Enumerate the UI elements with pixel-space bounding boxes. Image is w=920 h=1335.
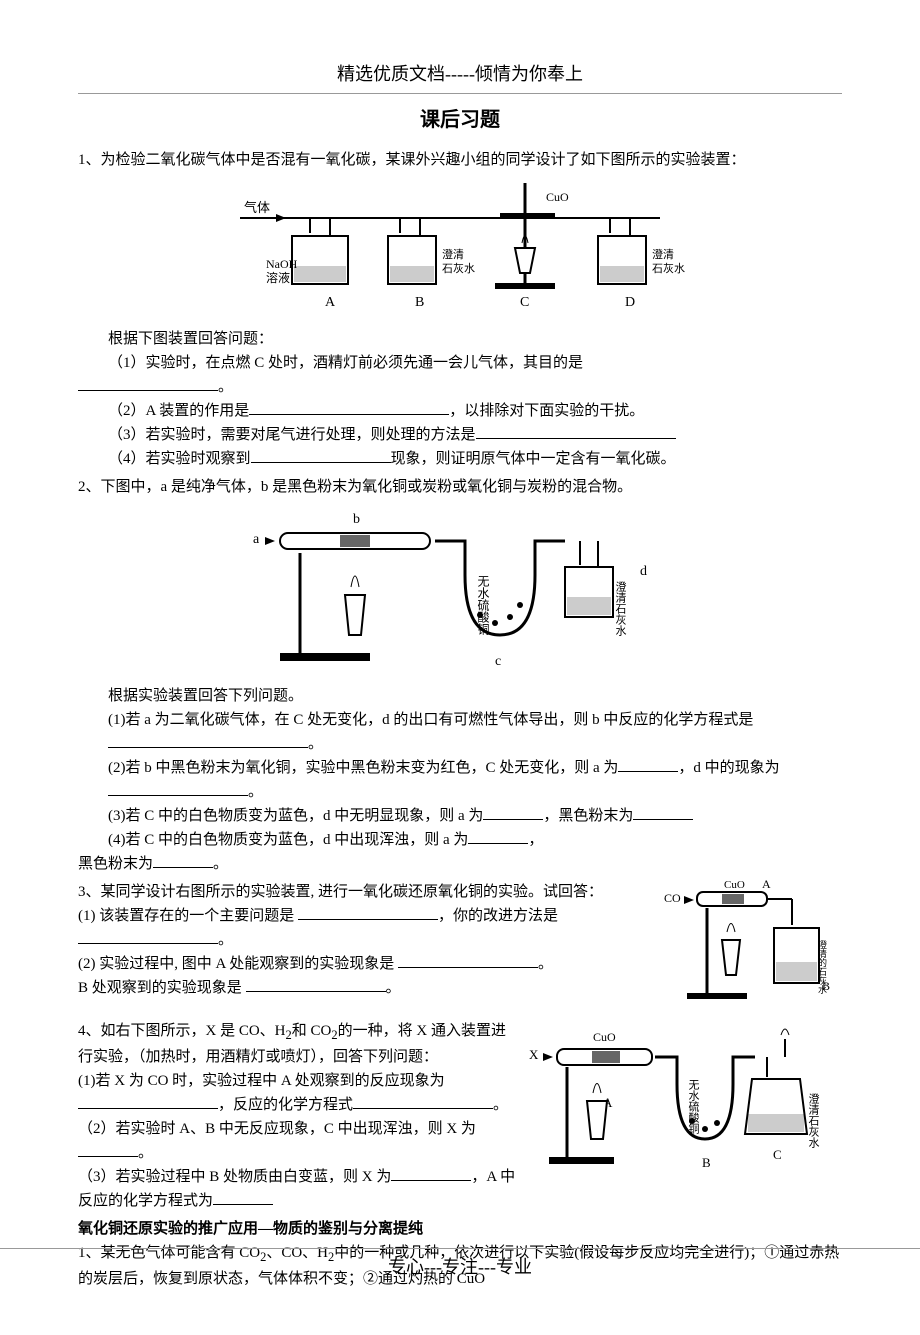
- question-2: 2、下图中，a 是纯净气体，b 是黑色粉末为氧化铜或炭粉或氧化铜与炭粉的混合物。…: [78, 475, 842, 876]
- q2-s3-blank2: [633, 805, 693, 820]
- q1-s4a: （4）若实验时观察到: [108, 451, 251, 467]
- q2-stem: 2、下图中，a 是纯净气体，b 是黑色粉末为氧化铜或炭粉或氧化铜与炭粉的混合物。: [78, 475, 842, 499]
- q2-s2b: ，d 中的现象为: [678, 760, 779, 776]
- svg-text:石灰水: 石灰水: [652, 261, 685, 275]
- q1-s3-blank: [476, 424, 676, 439]
- gas-label: 气体: [244, 200, 270, 215]
- question-4: X CuO A 无水硫酸铜 B 澄清石灰水 C: [78, 1019, 842, 1213]
- q4-apparatus-figure: X CuO A 无水硫酸铜 B 澄清石灰水 C: [527, 1019, 842, 1179]
- q2-s4b: ，: [528, 832, 543, 848]
- q2-s4-blank2: [153, 853, 213, 868]
- q1-s1-blank: [78, 376, 218, 391]
- q3-s2-blank2: [246, 977, 386, 992]
- q1-s2b: ，以排除对下面实验的干扰。: [449, 403, 644, 419]
- q1-s4-blank: [251, 448, 391, 463]
- q3-s2b: 。: [538, 956, 553, 972]
- q2-s4d: 。: [213, 856, 228, 872]
- q4-s1b: ，反应的化学方程式: [218, 1097, 353, 1113]
- svg-text:无水硫酸铜: 无水硫酸铜: [687, 1079, 700, 1135]
- q3-s2d: 。: [386, 980, 401, 996]
- svg-text:CO: CO: [664, 891, 681, 905]
- q3-s2-blank1: [398, 953, 538, 968]
- q2-s1b: 。: [308, 736, 323, 752]
- q3-s1b: ，你的改进方法是: [438, 908, 558, 924]
- svg-text:澄清: 澄清: [442, 247, 464, 261]
- svg-text:B: B: [822, 979, 830, 993]
- svg-text:A: A: [325, 295, 336, 310]
- q4-s1c: 。: [493, 1097, 508, 1113]
- q1-s2: （2）A 装置的作用是: [108, 403, 249, 419]
- q2-s3-blank1: [483, 805, 543, 820]
- svg-text:CuO: CuO: [724, 880, 745, 891]
- q2-subintro: 根据实验装置回答下列问题。: [78, 684, 842, 708]
- q4-s1-blank2: [353, 1094, 493, 1109]
- svg-text:溶液: 溶液: [266, 270, 290, 285]
- q4-s3a: （3）若实验过程中 B 处物质由白变蓝，则 X 为: [78, 1169, 391, 1185]
- burner-c: CuO: [495, 183, 569, 289]
- q4-s3-blank1: [391, 1166, 471, 1181]
- svg-text:B: B: [415, 295, 424, 310]
- q2-s1a: (1)若 a 为二氧化碳气体，在 C 处无变化，d 的出口有可燃性气体导出，则 …: [108, 712, 753, 728]
- q3-apparatus-figure: CO CuO A 澄清的石灰水 B: [662, 880, 842, 1015]
- bottle-b: 澄清 石灰水: [388, 218, 475, 284]
- svg-text:A: A: [762, 880, 771, 891]
- q4-s2-blank: [78, 1142, 138, 1157]
- q3-s2a: (2) 实验过程中, 图中 A 处能观察到的实验现象是: [78, 956, 398, 972]
- q2-s2-blank1: [618, 757, 678, 772]
- q1-subintro: 根据下图装置回答问题：: [78, 327, 842, 351]
- q4-s3-blank2: [213, 1190, 273, 1205]
- svg-text:CuO: CuO: [593, 1030, 616, 1044]
- q3-s1c: 。: [218, 932, 233, 948]
- svg-text:CuO: CuO: [546, 190, 569, 204]
- svg-text:a: a: [253, 532, 260, 547]
- q4-s2b: 。: [138, 1145, 153, 1161]
- q3-s1-blank2: [78, 929, 218, 944]
- svg-text:C: C: [773, 1147, 782, 1162]
- ext-heading: 氧化铜还原实验的推广应用—物质的鉴别与分离提纯: [78, 1217, 842, 1241]
- q4-s1a: (1)若 X 为 CO 时，实验过程中 A 处观察到的反应现象为: [78, 1073, 445, 1089]
- q1-apparatus-figure: 气体 NaOH 溶液 澄清 石灰水: [230, 178, 690, 323]
- q2-s4c: 黑色粉末为: [78, 856, 153, 872]
- svg-text:石灰水: 石灰水: [442, 261, 475, 275]
- q2-s3a: (3)若 C 中的白色物质变为蓝色，d 中无明显现象，则 a 为: [108, 808, 483, 824]
- svg-text:B: B: [702, 1155, 711, 1170]
- question-3: CO CuO A 澄清的石灰水 B 3、某同学设计右图所示的实验装置, 进行一氧…: [78, 880, 842, 1015]
- q3-s1a: (1) 该装置存在的一个主要问题是: [78, 908, 298, 924]
- question-1: 1、为检验二氧化碳气体中是否混有一氧化碳，某课外兴趣小组的同学设计了如下图所示的…: [78, 148, 842, 471]
- q2-s2-blank2: [108, 781, 248, 796]
- bottom-footer: 专心---专注---专业: [0, 1248, 920, 1282]
- svg-text:无水硫酸铜: 无水硫酸铜: [476, 575, 490, 635]
- svg-text:D: D: [625, 295, 635, 310]
- svg-text:澄清石灰水: 澄清石灰水: [807, 1091, 820, 1147]
- q2-s4a: (4)若 C 中的白色物质变为蓝色，d 中出现浑浊，则 a 为: [108, 832, 468, 848]
- q2-s2c: 。: [248, 784, 263, 800]
- q3-s1-blank1: [298, 905, 438, 920]
- q3-s2c: B 处观察到的实验现象是: [78, 980, 246, 996]
- q1-s4b: 现象，则证明原气体中一定含有一氧化碳。: [391, 451, 676, 467]
- svg-text:c: c: [495, 654, 501, 669]
- bottle-d: 澄清 石灰水: [598, 218, 685, 284]
- q4-s1-blank1: [78, 1094, 218, 1109]
- bottle-a: NaOH 溶液: [266, 218, 348, 285]
- q2-s1-blank: [108, 733, 308, 748]
- q1-s2-blank: [249, 400, 449, 415]
- svg-text:C: C: [520, 295, 529, 310]
- top-header: 精选优质文档-----倾情为你奉上: [78, 60, 842, 94]
- svg-text:澄清: 澄清: [652, 247, 674, 261]
- q2-s3b: ，黑色粉末为: [543, 808, 633, 824]
- q4-s2a: （2）若实验时 A、B 中无反应现象，C 中出现浑浊，则 X 为: [78, 1121, 476, 1137]
- q1-s1: （1）实验时，在点燃 C 处时，酒精灯前必须先通一会儿气体，其目的是: [108, 355, 583, 371]
- svg-text:d: d: [640, 564, 647, 579]
- svg-text:X: X: [529, 1047, 539, 1062]
- q2-s4-blank1: [468, 829, 528, 844]
- svg-text:b: b: [353, 512, 360, 527]
- svg-text:澄清石灰水: 澄清石灰水: [614, 579, 627, 635]
- q1-stem: 1、为检验二氧化碳气体中是否混有一氧化碳，某课外兴趣小组的同学设计了如下图所示的…: [78, 148, 842, 172]
- q2-s2a: (2)若 b 中黑色粉末为氧化铜，实验中黑色粉末变为红色，C 处无变化，则 a …: [108, 760, 618, 776]
- q2-apparatus-figure: a b 无水硫酸铜 c 澄清石灰水 d: [245, 505, 675, 680]
- svg-text:NaOH: NaOH: [266, 257, 298, 271]
- page-title: 课后习题: [78, 104, 842, 136]
- q1-s3: （3）若实验时，需要对尾气进行处理，则处理的方法是: [108, 427, 476, 443]
